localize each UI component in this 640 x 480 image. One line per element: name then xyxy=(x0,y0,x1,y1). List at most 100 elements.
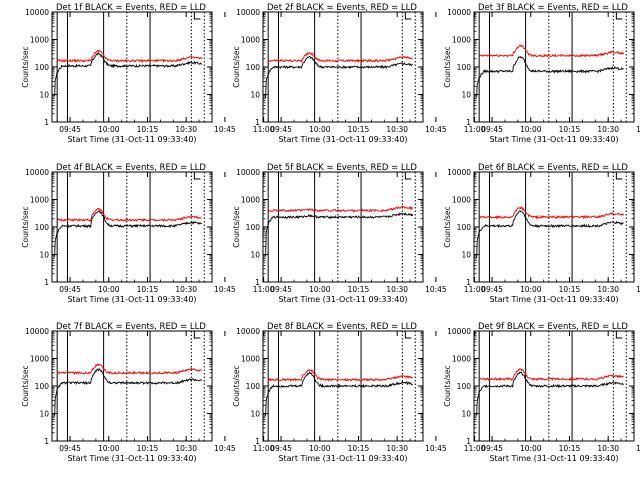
x-tick-label: 09:45 xyxy=(59,285,81,294)
y-tick-label: 1000 xyxy=(241,36,260,45)
x-tick-label: 10:45 xyxy=(425,285,447,294)
bracket-mark xyxy=(404,331,412,339)
y-tick-label: 100 xyxy=(246,63,261,72)
x-tick-label: 09:45 xyxy=(59,444,81,453)
x-tick-label: 10:00 xyxy=(98,285,120,294)
y-tick-label: 10 xyxy=(461,410,471,419)
x-tick-label: 10:15 xyxy=(137,444,159,453)
x-tick-label: 09:45 xyxy=(481,285,503,294)
panel-title: Det 9f BLACK = Events, RED = LLD xyxy=(478,322,628,332)
bracket-mark xyxy=(615,12,623,20)
series-lld-line xyxy=(478,206,624,220)
y-tick-label: 1 xyxy=(44,437,49,446)
plot-frame xyxy=(473,11,635,123)
bracket-mark xyxy=(193,331,201,339)
series-lld-line xyxy=(57,363,202,376)
x-axis-label: Start Time (31-Oct-11 09:33:40) xyxy=(489,135,618,144)
detector-panel: Det 9f BLACK = Events, RED = LLD 1 10 100 10… xyxy=(443,322,640,463)
y-axis-label: Counts/sec xyxy=(232,206,241,247)
y-tick-label: 1 xyxy=(466,118,471,127)
y-tick-label: 1 xyxy=(466,278,471,287)
y-axis-label: Counts/sec xyxy=(443,46,452,87)
y-tick-label: 10000 xyxy=(25,327,49,336)
x-tick-label: 10:15 xyxy=(137,125,159,134)
panel-title: Det 1f BLACK = Events, RED = LLD xyxy=(56,3,206,13)
x-axis-label: Start Time (31-Oct-11 09:33:40) xyxy=(489,454,618,463)
detector-panel: Det 5f BLACK = Events, RED = LLD11010010… xyxy=(232,163,486,304)
bracket-mark xyxy=(404,172,412,180)
y-tick-label: 100 xyxy=(457,63,472,72)
y-tick-label: 1000 xyxy=(452,36,471,45)
x-tick-label: 11:00 xyxy=(253,444,275,453)
y-tick-label: 10000 xyxy=(236,168,260,177)
x-tick-label: 10:30 xyxy=(597,285,619,294)
y-tick-label: 1 xyxy=(255,437,260,446)
x-tick-label: 11:00 xyxy=(253,285,275,294)
x-tick-label: 10:45 xyxy=(636,285,640,294)
detector-panel: Det 1f BLACK = Events, RED = LLD11010010… xyxy=(21,3,275,144)
y-tick-label: 10 xyxy=(39,251,49,260)
bracket-mark xyxy=(615,172,623,180)
x-tick-label: 10:00 xyxy=(520,125,542,134)
series-lld-line xyxy=(57,208,202,223)
panel-title: Det 8f BLACK = Events, RED = LLD xyxy=(267,322,417,332)
x-tick-label: 10:15 xyxy=(348,125,370,134)
y-tick-label: 10 xyxy=(461,251,471,260)
detector-panel: Det 2f BLACK = Events, RED = LLD11010010… xyxy=(232,3,486,144)
y-tick-label: 100 xyxy=(246,223,261,232)
panel-title: Det 7f BLACK = Events, RED = LLD xyxy=(56,322,206,332)
y-axis-label: Counts/sec xyxy=(21,46,30,87)
x-axis-label: Start Time (31-Oct-11 09:33:40) xyxy=(278,295,407,304)
x-tick-label: 10:15 xyxy=(559,444,581,453)
detector-panel: Det 8f BLACK = Events, RED = LLD 1 10 100 10… xyxy=(232,322,486,463)
x-tick-label: 10:45 xyxy=(214,285,236,294)
y-tick-label: 10000 xyxy=(447,327,471,336)
y-tick-label: 10 xyxy=(250,91,260,100)
y-tick-label: 10 xyxy=(250,410,260,419)
panel-title: Det 3f BLACK = Events, RED = LLD xyxy=(478,3,628,13)
x-tick-label: 10:00 xyxy=(309,444,331,453)
series-events-line xyxy=(265,370,413,417)
series-events-line xyxy=(54,210,203,258)
bracket-mark xyxy=(193,12,201,20)
y-tick-label: 1 xyxy=(44,118,49,127)
x-tick-label: 10:30 xyxy=(175,444,197,453)
x-tick-label: 10:45 xyxy=(425,125,447,134)
y-axis-label: Counts/sec xyxy=(443,365,452,406)
y-axis-label: Counts/sec xyxy=(232,365,241,406)
x-axis-label: Start Time (31-Oct-11 09:33:40) xyxy=(278,135,407,144)
y-tick-label: 1000 xyxy=(30,36,49,45)
x-tick-label: 09:45 xyxy=(59,125,81,134)
x-axis-label: Start Time (31-Oct-11 09:33:40) xyxy=(278,454,407,463)
y-tick-label: 100 xyxy=(35,63,50,72)
x-tick-label: 10:30 xyxy=(597,444,619,453)
bracket-mark xyxy=(404,12,412,20)
y-tick-label: 10000 xyxy=(447,8,471,17)
y-tick-label: 100 xyxy=(457,382,472,391)
x-tick-label: 10:30 xyxy=(386,125,408,134)
bracket-mark xyxy=(193,172,201,180)
x-tick-label: 11:00 xyxy=(464,125,486,134)
x-tick-label: 10:00 xyxy=(309,125,331,134)
x-tick-label: 10:30 xyxy=(175,285,197,294)
x-tick-label: 10:00 xyxy=(309,285,331,294)
series-lld-line xyxy=(267,369,413,383)
y-tick-label: 10 xyxy=(39,91,49,100)
x-tick-label: 09:45 xyxy=(481,444,503,453)
x-tick-label: 11:00 xyxy=(464,285,486,294)
series-lld-line xyxy=(478,44,625,58)
y-tick-label: 1 xyxy=(255,118,260,127)
y-tick-label: 1000 xyxy=(452,355,471,364)
x-tick-label: 10:00 xyxy=(98,444,120,453)
x-tick-label: 10:30 xyxy=(386,285,408,294)
x-axis-label: Start Time (31-Oct-11 09:33:40) xyxy=(67,295,196,304)
series-lld-line xyxy=(267,51,413,64)
series-events-line xyxy=(265,212,414,257)
bracket-mark xyxy=(615,331,623,339)
series-events-line xyxy=(476,55,624,98)
y-tick-label: 1 xyxy=(255,278,260,287)
y-axis-label: Counts/sec xyxy=(21,206,30,247)
x-tick-label: 10:30 xyxy=(175,125,197,134)
y-tick-label: 10 xyxy=(461,91,471,100)
